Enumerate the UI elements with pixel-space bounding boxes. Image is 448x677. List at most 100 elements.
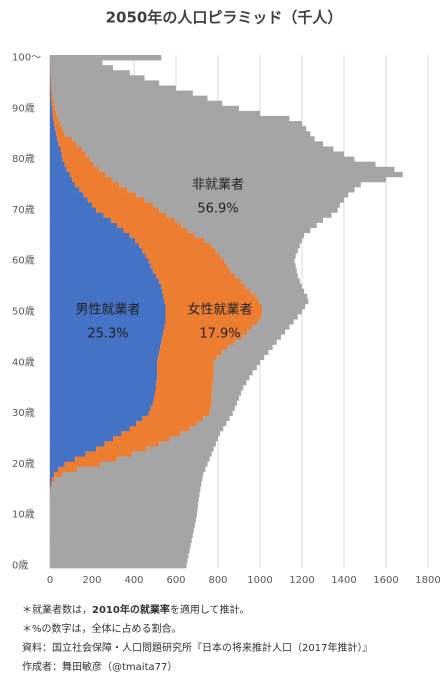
bar-segment — [181, 222, 317, 228]
bar-segment — [61, 151, 86, 157]
bar-segment — [50, 329, 164, 335]
footnote: ＊%の数字は，全体に占める割合。 — [22, 622, 182, 635]
bar-segment — [163, 329, 248, 335]
footnote: ＊就業者数は，2010年の就業率を適用して推計。 — [22, 603, 250, 616]
bar-segment — [50, 65, 113, 71]
bar-segment — [55, 105, 239, 112]
bar-segment — [50, 410, 149, 416]
bar-segment — [57, 136, 73, 142]
bar-segment — [94, 161, 376, 168]
bar-segment — [50, 293, 164, 300]
bar-segment — [51, 90, 53, 96]
bar-segment — [50, 232, 130, 239]
bar-segment — [212, 380, 247, 386]
bar-segment — [50, 60, 103, 66]
bar-segment — [148, 410, 210, 416]
bar-segment — [50, 385, 157, 391]
bar-segment — [50, 100, 52, 107]
share-label: 56.9% — [197, 202, 238, 217]
bar-segment — [50, 278, 160, 284]
bar-segment — [77, 466, 206, 472]
bar-segment — [180, 430, 221, 437]
bar-segment — [159, 278, 242, 284]
bar-segment — [50, 314, 166, 320]
bar-segment — [50, 308, 166, 315]
bar-segment — [50, 283, 162, 289]
bar-segment — [157, 364, 214, 371]
bar-segment — [50, 146, 61, 152]
y-tick-label: 0歳 — [12, 559, 28, 571]
bar-segment — [211, 390, 242, 396]
bar-segment — [51, 100, 55, 107]
bar-segment — [50, 90, 52, 96]
bar-segment — [52, 110, 57, 117]
bar-segment — [50, 171, 70, 178]
bar-segment — [227, 344, 273, 350]
y-tick-label: 20歳 — [12, 458, 35, 470]
bar-segment — [50, 471, 55, 477]
bar-segment — [50, 126, 56, 132]
bar-segment — [50, 430, 122, 437]
bar-segment — [50, 222, 118, 228]
bar-segment — [220, 253, 296, 259]
bar-segment — [51, 75, 145, 81]
bar-segment — [60, 121, 302, 127]
bar-segment — [89, 156, 355, 162]
y-tick-label: 30歳 — [12, 407, 35, 419]
bar-segment — [155, 390, 212, 396]
bar-segment — [50, 349, 160, 355]
bar-segment — [165, 303, 263, 310]
bar-segment — [50, 451, 86, 457]
bar-segment — [117, 222, 182, 228]
bar-segment — [50, 298, 165, 305]
bar-segment — [50, 481, 52, 488]
footnote: 資料：国立社会保障・人口問題研究所『日本の将来推計人口（2017年推計）』 — [22, 641, 372, 654]
bar-segment — [50, 85, 51, 91]
bar-segment — [261, 314, 298, 320]
bar-segment — [53, 115, 59, 122]
bar-segment — [52, 105, 56, 112]
bar-segment — [50, 532, 193, 538]
bar-segment — [50, 334, 163, 340]
bar-segment — [160, 344, 228, 350]
bar-segment — [216, 354, 265, 361]
y-tick-label: 60歳 — [12, 255, 35, 267]
y-tick-label: 10歳 — [12, 509, 35, 521]
bar-segment — [50, 420, 137, 427]
bar-segment — [62, 126, 307, 132]
bar-segment — [210, 405, 235, 411]
bar-segment — [50, 456, 76, 462]
bar-segment — [50, 70, 130, 76]
bar-segment — [113, 435, 170, 442]
bar-segment — [121, 430, 181, 437]
bar-segment — [50, 303, 166, 310]
bar-segment — [75, 456, 118, 462]
bar-segment — [211, 242, 300, 249]
bar-segment — [213, 369, 253, 376]
bar-segment — [50, 273, 157, 279]
bar-segment — [50, 181, 76, 188]
bar-segment — [50, 75, 52, 81]
series-label: 女性就業者 — [187, 302, 252, 318]
bar-segment — [50, 507, 198, 513]
bar-segment — [100, 461, 208, 467]
bar-segment — [252, 324, 290, 330]
bar-segment — [156, 273, 236, 279]
bar-segment — [50, 562, 187, 569]
bar-segment — [50, 237, 136, 244]
bar-segment — [162, 288, 251, 295]
x-tick-label: 600 — [166, 575, 185, 586]
bar-segment — [50, 197, 88, 203]
bar-segment — [152, 202, 340, 208]
bar-segment — [51, 80, 160, 86]
bar-segment — [136, 420, 197, 427]
bar-segment — [66, 166, 100, 173]
bar-segment — [50, 446, 97, 452]
bar-segment — [165, 308, 263, 315]
footnote-part: ＊%の数字は，全体に占める割合。 — [22, 622, 182, 635]
bar-segment — [50, 80, 51, 86]
bar-segment — [104, 441, 160, 447]
bar-segment — [204, 237, 302, 244]
bar-segment — [197, 420, 227, 427]
bar-segment — [99, 166, 395, 173]
